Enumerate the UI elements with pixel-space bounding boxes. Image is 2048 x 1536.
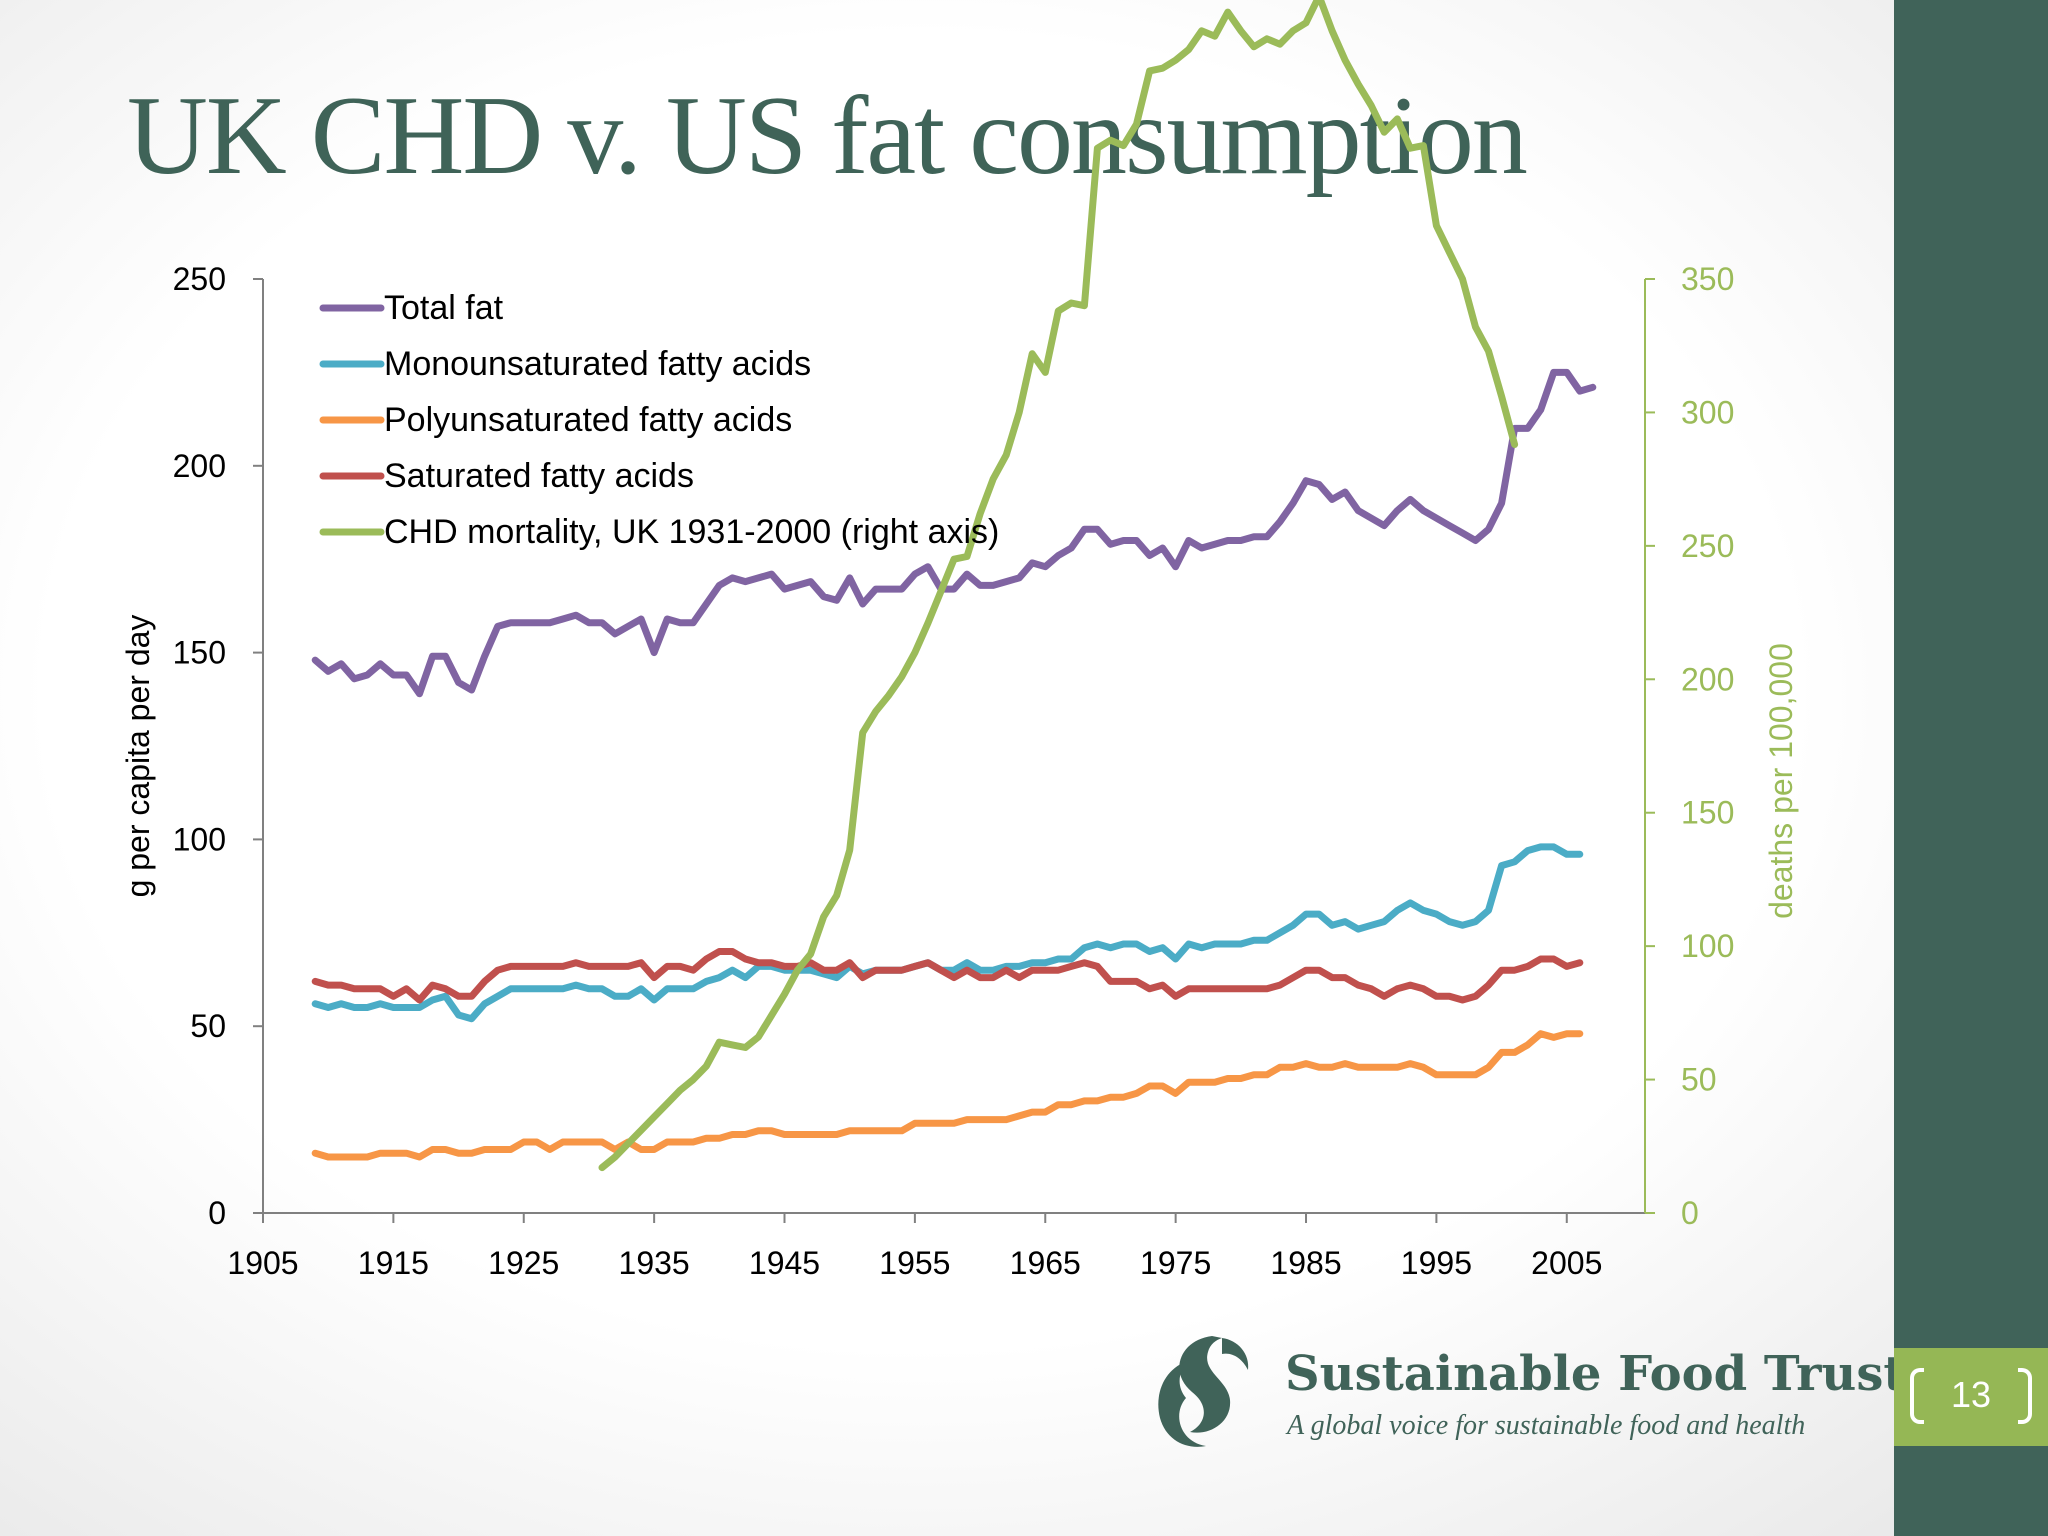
y-tick-label-left: 200 <box>173 448 226 484</box>
x-tick-label: 1945 <box>749 1245 820 1281</box>
legend-label-3: Saturated fatty acids <box>384 457 694 495</box>
legend-label-4: CHD mortality, UK 1931-2000 (right axis) <box>384 513 999 551</box>
x-tick-label: 1935 <box>619 1245 690 1281</box>
y-axis-title-left: g per capita per day <box>120 615 156 898</box>
y-tick-label-right: 350 <box>1681 261 1734 297</box>
brand-tagline: A global voice for sustainable food and … <box>1287 1410 1806 1441</box>
x-tick-label: 1955 <box>879 1245 950 1281</box>
y-tick-label-left: 250 <box>173 261 226 297</box>
y-tick-label-right: 250 <box>1681 528 1734 564</box>
series-line-4 <box>598 0 1519 1172</box>
brand-name: Sustainable Food Trust <box>1285 1346 1906 1402</box>
y-tick-label-left: 50 <box>190 1008 226 1044</box>
slide-title: UK CHD v. US fat consumption <box>127 74 1528 198</box>
slide-sidebar <box>1894 0 2048 1536</box>
x-tick-label: 1995 <box>1401 1245 1472 1281</box>
y-tick-label-right: 200 <box>1681 661 1734 697</box>
y-tick-label-right: 150 <box>1681 795 1734 831</box>
x-tick-label: 1925 <box>488 1245 559 1281</box>
legend-label-1: Monounsaturated fatty acids <box>384 345 811 383</box>
y-tick-label-right: 300 <box>1681 394 1734 430</box>
y-tick-label-right: 50 <box>1681 1062 1717 1098</box>
y-tick-label-left: 0 <box>208 1195 226 1231</box>
series-line-3 <box>311 948 1584 1004</box>
y-tick-label-left: 100 <box>173 821 226 857</box>
x-tick-label: 1965 <box>1010 1245 1081 1281</box>
legend-label-2: Polyunsaturated fatty acids <box>384 401 792 439</box>
x-tick-label: 1985 <box>1270 1245 1341 1281</box>
x-tick-label: 1915 <box>358 1245 429 1281</box>
x-tick-label: 1975 <box>1140 1245 1211 1281</box>
fat-consumption-chart: 0 50 100 150 200 250 0 50 100 150 200 250 300 350 1905… <box>120 0 1799 1281</box>
y-tick-label-right: 0 <box>1681 1195 1699 1231</box>
sustainable-food-trust-logo-icon <box>1150 1332 1260 1452</box>
series-line-0 <box>311 368 1597 698</box>
right-bracket-icon <box>2018 1368 2032 1424</box>
page-number: 13 <box>1950 1374 1992 1415</box>
y-axis-title-right: deaths per 100,000 <box>1763 643 1799 919</box>
y-tick-label-right: 100 <box>1681 928 1734 964</box>
y-tick-label-left: 150 <box>173 635 226 671</box>
left-bracket-icon <box>1910 1368 1924 1424</box>
page-number-badge: 13 <box>1894 1348 2048 1446</box>
legend-label-0: Total fat <box>384 289 504 327</box>
x-tick-label: 2005 <box>1531 1245 1602 1281</box>
series-line-2 <box>311 1030 1584 1161</box>
x-tick-label: 1905 <box>227 1245 298 1281</box>
